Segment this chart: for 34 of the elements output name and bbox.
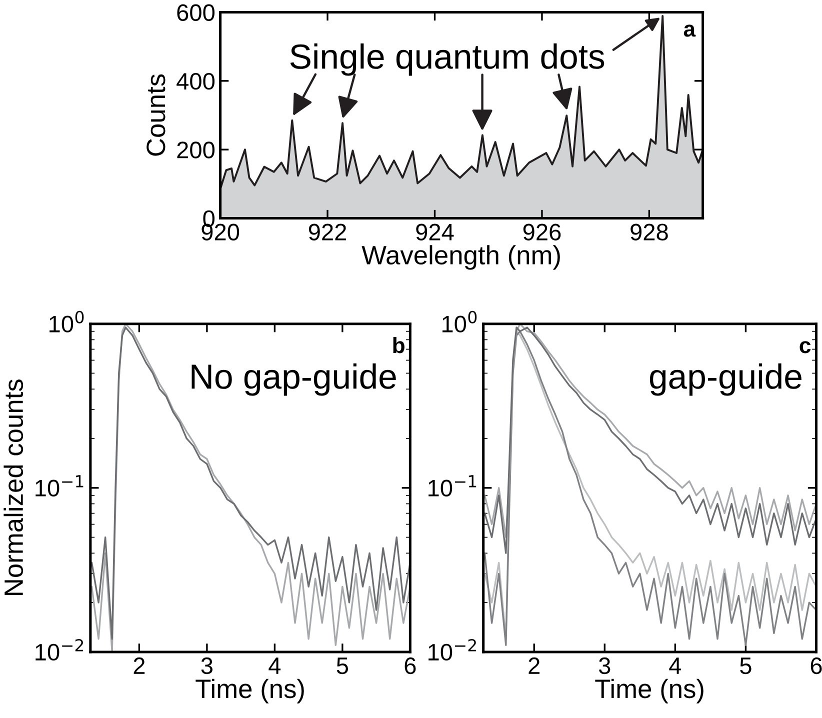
- x-tick-label: 4: [268, 658, 281, 674]
- y-axis-title: Counts: [146, 74, 166, 156]
- y-tick-label: 10$^{0}$: [50, 310, 84, 332]
- x-tick-label: 928: [630, 224, 668, 240]
- annotation: c: [800, 341, 811, 354]
- annotation: gap-guide: [650, 363, 802, 396]
- x-tick-label: 3: [201, 657, 212, 674]
- y-tick-label: 10$^{−2}$: [428, 639, 476, 661]
- x-axis-title: Time (ns): [595, 678, 704, 704]
- x-tick-label: 2: [528, 657, 540, 674]
- x-tick-label: 924: [416, 224, 454, 240]
- x-tick-label: 5: [740, 658, 752, 674]
- x-tick-label: 926: [523, 224, 561, 240]
- x-axis-title: Time (ns): [196, 678, 304, 704]
- annotation: a: [684, 24, 696, 37]
- y-tick-label: 600: [177, 4, 215, 21]
- x-tick-label: 922: [308, 224, 346, 240]
- x-tick-label: 6: [404, 657, 416, 674]
- y-tick-label: 10$^{0}$: [442, 310, 477, 332]
- annotation: No gap-guide: [192, 363, 396, 396]
- x-tick-label: 6: [810, 657, 822, 674]
- y-tick-label: 10$^{−1}$: [36, 475, 84, 497]
- x-tick-label: 2: [134, 657, 145, 674]
- annotation: Single quantum dots: [290, 43, 604, 76]
- x-tick-label: 4: [669, 658, 682, 674]
- y-tick-label: 10$^{−1}$: [428, 475, 476, 497]
- y-axis-title: Normalized counts: [4, 380, 24, 595]
- annotation: b: [393, 336, 404, 354]
- x-tick-label: 3: [598, 657, 610, 674]
- y-tick-label: 400: [176, 72, 215, 90]
- y-tick-label: 10$^{−2}$: [36, 639, 84, 661]
- x-axis-title: Wavelength (nm): [362, 245, 560, 270]
- x-tick-label: 5: [336, 658, 348, 674]
- y-tick-label: 200: [177, 142, 215, 158]
